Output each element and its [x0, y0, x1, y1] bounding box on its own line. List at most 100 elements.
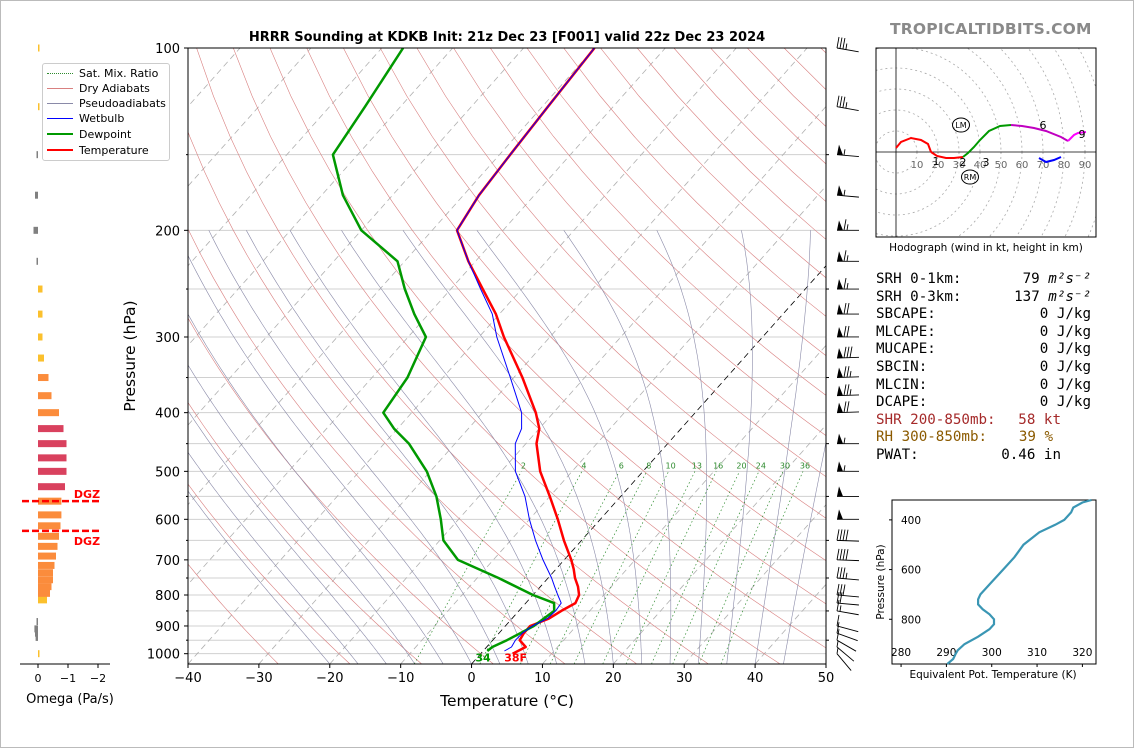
isotherm-line: [329, 105, 826, 664]
index-mucape: MUCAPE: 0 J/kg: [876, 341, 1091, 359]
omega-bar: [38, 552, 56, 560]
barb-full: [836, 95, 840, 107]
barb-flag: [837, 251, 843, 262]
dry-adiabat-line: [188, 563, 279, 664]
barb-flag: [837, 220, 843, 231]
barb-half: [843, 149, 846, 156]
omega-bar: [38, 44, 40, 52]
isotherm-line: [188, 48, 737, 664]
barb-full: [839, 584, 843, 596]
dgz-label: DGZ: [74, 488, 100, 501]
barb-half: [849, 389, 852, 396]
wind-barbs: [836, 36, 860, 671]
wind-barb: [836, 346, 860, 359]
omega-bar: [38, 374, 49, 382]
index-srh01: SRH 0-1km: 79 m²s⁻²: [876, 271, 1091, 289]
omega-bar: [38, 596, 47, 604]
barb-full: [843, 401, 847, 413]
index-unit: m²s⁻²: [1048, 271, 1091, 287]
mixing-ratio-line: [413, 471, 522, 664]
barb-full: [836, 622, 840, 634]
omega-bar: [38, 285, 43, 293]
hodo-ring-label: 70: [1037, 160, 1050, 171]
legend-label: Sat. Mix. Ratio: [79, 66, 159, 80]
hodo-ring-label: 40: [974, 160, 987, 171]
wind-barb: [836, 629, 857, 652]
barb-half: [839, 605, 842, 612]
hodo-ring-label: 80: [1058, 160, 1071, 171]
hodo-trace: [895, 136, 932, 153]
barb-flag: [837, 185, 843, 196]
omega-bar: [36, 257, 38, 265]
wind-barb: [837, 486, 859, 497]
index-srh03: SRH 0-3km: 137 m²s⁻²: [876, 289, 1091, 307]
barb-full: [839, 529, 843, 541]
thetae-frame: [891, 499, 1097, 665]
index-label: SBCIN:: [876, 358, 928, 375]
wind-barb: [836, 566, 859, 581]
barb-full: [842, 567, 846, 579]
barb-flag: [837, 509, 843, 520]
legend-swatch: [47, 133, 73, 135]
legend-swatch: [47, 102, 73, 104]
index-number: 137: [1014, 288, 1040, 305]
barb-flag: [837, 348, 843, 359]
barb-full: [836, 629, 840, 641]
omega-bar: [38, 103, 40, 111]
index-value: 0.46 in: [1001, 446, 1061, 463]
barb-shaft: [836, 594, 859, 598]
mixing-ratio-label: 8: [646, 461, 651, 470]
index-value: 0 J/kg: [1039, 306, 1091, 323]
isotherm-line: [188, 48, 666, 585]
y-axis-label: Pressure (hPa): [121, 300, 139, 411]
wind-barb: [836, 366, 860, 378]
index-value: 39 %: [1018, 429, 1053, 446]
wind-barb: [836, 583, 859, 598]
wind-barb: [836, 614, 859, 633]
index-mlcape: MLCAPE: 0 J/kg: [876, 324, 1091, 342]
barb-half: [836, 647, 839, 654]
barb-half: [845, 572, 848, 579]
wind-barb: [836, 36, 859, 53]
legend-item-dry-adiabats: Dry Adiabats: [47, 81, 150, 95]
omega-bar: [33, 226, 38, 234]
dry-adiabat-line: [188, 401, 422, 664]
wind-barb: [836, 599, 859, 616]
barb-full: [842, 529, 846, 541]
storm-motion-label: RM: [964, 173, 977, 182]
hodo-ring-label: 20: [932, 160, 945, 171]
omega-bar: [38, 583, 52, 591]
index-label: SRH 0-1km:: [876, 271, 962, 287]
isotherm-line: [0, 48, 27, 664]
isotherm-line: [400, 185, 826, 664]
barb-shaft: [836, 394, 860, 397]
dewpoint-profile: [331, 48, 556, 652]
barb-shaft: [836, 653, 852, 671]
index-label: SBCAPE:: [876, 306, 936, 323]
thetae-x-tick-label: 300: [982, 647, 1002, 659]
omega-axis-label: Omega (Pa/s): [26, 692, 114, 707]
wind-barb: [837, 433, 859, 445]
omega-tick-label: −1: [60, 672, 76, 685]
wind-barb: [837, 303, 859, 315]
barb-shaft: [836, 639, 857, 652]
index-label: SRH 0-3km:: [876, 288, 962, 305]
barb-full: [836, 548, 840, 560]
omega-bar: [38, 511, 62, 519]
pseudoadiabat-line: [188, 490, 331, 664]
legend-label: Wetbulb: [79, 111, 125, 125]
mixing-ratio-label: 10: [665, 461, 675, 470]
skewt-clipped: 2 4 6 8 10 13 16 20 24 30 36: [0, 48, 826, 664]
thetae-x-tick-label: 310: [1027, 647, 1047, 659]
barb-flag: [837, 433, 843, 444]
x-tick-label: 20: [605, 671, 622, 686]
omega-bar: [38, 454, 67, 462]
barb-full: [836, 599, 840, 612]
mixing-ratio-label: 24: [756, 461, 766, 470]
dry-adiabat-line: [188, 483, 351, 664]
x-axis-label: Temperature (°C): [439, 692, 574, 710]
dry-adiabat-line: [526, 48, 826, 357]
isotherm-line: [258, 48, 808, 664]
barb-full: [839, 592, 843, 604]
